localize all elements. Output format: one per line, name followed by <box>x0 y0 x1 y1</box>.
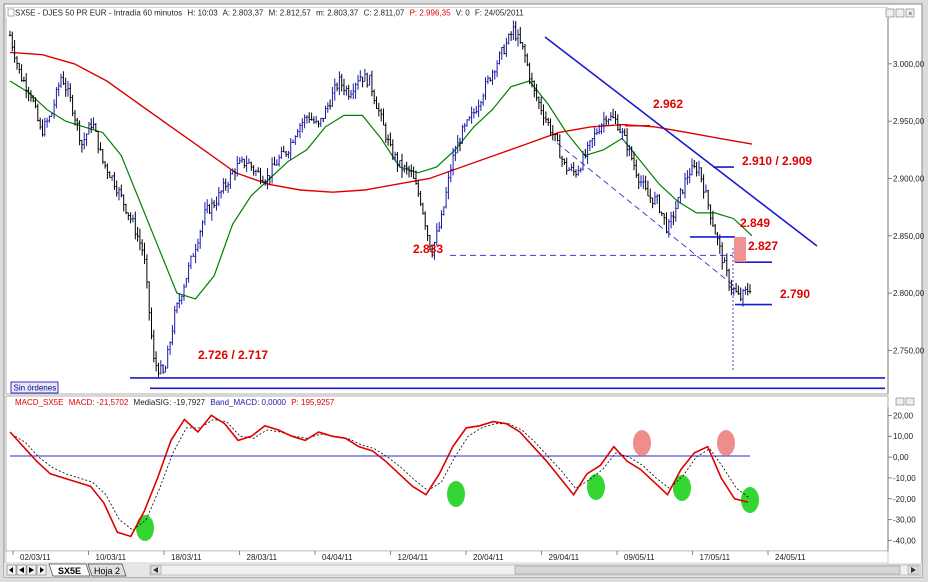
title-mn: m: 2.803,37 <box>316 9 359 18</box>
title-p: P: 2.996,35 <box>410 9 451 18</box>
price-panel: SX5E - DJES 50 PR EUR - Intradía 60 minu… <box>5 7 925 395</box>
x-tick-label: 10/03/11 <box>96 553 127 562</box>
sin-ordenes-box[interactable]: Sin órdenes <box>10 381 59 394</box>
scroll-left-icon <box>153 567 158 573</box>
macd-signal-line <box>11 419 751 531</box>
macd-y-tick-label: -30,00 <box>893 516 916 525</box>
level-annotation: 2.827 <box>748 239 778 253</box>
next-icon <box>29 567 34 573</box>
macd-y-axis: 20,00 10,00 0,00 -10,00 -20,00 -30,00 -40,00 <box>888 411 916 546</box>
level-annotation: 2.910 / 2.909 <box>742 154 812 168</box>
macd-sig-value: MediaSIG: -19,7927 <box>134 398 206 407</box>
price-y-tick-label: 2.850,00 <box>893 232 925 241</box>
price-y-tick-label: 2.900,00 <box>893 174 925 183</box>
channel-dashed-line <box>556 142 734 286</box>
oversold-marker <box>447 481 465 507</box>
title-v: V: 0 <box>456 9 470 18</box>
level-annotation: 2.790 <box>780 287 810 301</box>
scroll-right-icon <box>911 567 916 573</box>
x-tick-label: 09/05/11 <box>624 553 655 562</box>
last-icon <box>40 567 44 573</box>
sin-ordenes-label: Sin órdenes <box>14 384 57 393</box>
title-a: A: 2.803,37 <box>222 9 263 18</box>
horizontal-scrollbar[interactable] <box>149 564 921 576</box>
macd-line <box>9 414 749 538</box>
fast-ma-line <box>9 80 753 300</box>
oversold-marker <box>136 515 154 541</box>
svg-text:MACD_SX5E MACD: -21,5702: MACD_SX5E MACD: -21,5702 MediaSIG: -19,7… <box>15 398 335 407</box>
scroll-thumb[interactable] <box>514 565 901 575</box>
price-bars-layer <box>8 20 752 377</box>
macd-value: MACD: -21,5702 <box>69 398 129 407</box>
x-tick-label: 20/04/11 <box>473 553 504 562</box>
first-icon <box>9 567 13 573</box>
title-prefix: SX5E - DJES 50 PR EUR - Intradía 60 minu… <box>15 9 182 18</box>
price-y-tick-label: 2.800,00 <box>893 289 925 298</box>
level-annotation: 2.726 / 2.717 <box>198 348 268 362</box>
prev-icon <box>19 567 24 573</box>
tab-sx5e-label: SX5E <box>58 566 81 576</box>
tab-hoja-2-label: Hoja 2 <box>94 566 120 576</box>
price-title-bar: SX5E - DJES 50 PR EUR - Intradía 60 minu… <box>6 8 888 18</box>
tab-nav-buttons <box>6 564 47 576</box>
downtrend-line <box>544 36 818 247</box>
level-annotation: 2.962 <box>653 97 683 111</box>
macd-y-tick-label: 10,00 <box>893 432 914 441</box>
price-y-axis: 3.000,00 2.950,00 2.900,00 2.850,00 2.800,00… <box>888 60 925 355</box>
macd-p-value: P: 195,9257 <box>291 398 335 407</box>
macd-y-tick-label: -40,00 <box>893 537 916 546</box>
minimize-button[interactable] <box>885 8 895 18</box>
window-controls: × <box>885 8 915 18</box>
macd-name: MACD_SX5E <box>15 398 63 407</box>
price-y-tick-label: 3.000,00 <box>893 60 925 69</box>
x-tick-label: 18/03/11 <box>171 553 202 562</box>
oversold-marker <box>673 475 691 501</box>
title-m: M: 2.812,57 <box>269 9 312 18</box>
title-h: H: 10:03 <box>187 9 218 18</box>
macd-y-tick-label: 20,00 <box>893 411 914 420</box>
gap-box <box>734 236 746 263</box>
close-icon: × <box>908 11 912 18</box>
x-tick-label: 04/04/11 <box>322 553 353 562</box>
macd-close-button[interactable] <box>905 397 915 406</box>
x-tick-label: 28/03/11 <box>247 553 278 562</box>
overbought-marker <box>717 430 735 456</box>
close-button[interactable] <box>905 8 915 18</box>
macd-y-tick-label: -10,00 <box>893 474 916 483</box>
macd-band-value: Band_MACD: 0,0000 <box>210 398 286 407</box>
trendlines-layer <box>130 36 885 390</box>
maximize-button[interactable] <box>895 8 905 18</box>
level-annotation: 2.833 <box>413 242 443 256</box>
price-y-tick-label: 2.750,00 <box>893 346 925 355</box>
overbought-marker <box>633 430 651 456</box>
title-f: F: 24/05/2011 <box>475 9 524 18</box>
oversold-marker <box>587 474 605 500</box>
macd-y-tick-label: -20,00 <box>893 495 916 504</box>
macd-panel: MACD_SX5E MACD: -21,5702 MediaSIG: -19,7… <box>5 395 916 552</box>
macd-maximize-button[interactable] <box>895 397 905 406</box>
bottom-bar: SX5E Hoja 2 <box>4 563 922 577</box>
title-c: C: 2.811,07 <box>364 9 405 18</box>
oversold-marker <box>741 487 759 513</box>
x-tick-label: 12/04/11 <box>398 553 429 562</box>
svg-text:SX5E - DJES 50 PR EUR - Intrad: SX5E - DJES 50 PR EUR - Intradía 60 minu… <box>15 9 524 18</box>
macd-markers-layer <box>136 430 759 541</box>
x-tick-label: 17/05/11 <box>700 553 731 562</box>
x-tick-label: 02/03/11 <box>20 553 51 562</box>
panel-menu-icon[interactable] <box>7 8 15 17</box>
tab-hoja-2[interactable]: Hoja 2 <box>87 563 127 577</box>
price-y-tick-label: 2.950,00 <box>893 117 925 126</box>
x-tick-label: 24/05/11 <box>775 553 806 562</box>
annotation-layer: 2.962 2.910 / 2.909 2.849 2.833 2.827 2.790 2.… <box>198 97 812 362</box>
tab-sx5e[interactable]: SX5E <box>48 563 91 577</box>
x-axis: 02/03/11 10/03/11 18/03/11 28/03/11 04/04/11… <box>5 550 889 564</box>
fast-ma-layer <box>9 80 753 300</box>
level-annotation: 2.849 <box>740 216 770 230</box>
x-tick-label: 29/04/11 <box>549 553 580 562</box>
macd-lines-layer <box>9 414 751 538</box>
macd-y-tick-label: 0,00 <box>893 453 909 462</box>
